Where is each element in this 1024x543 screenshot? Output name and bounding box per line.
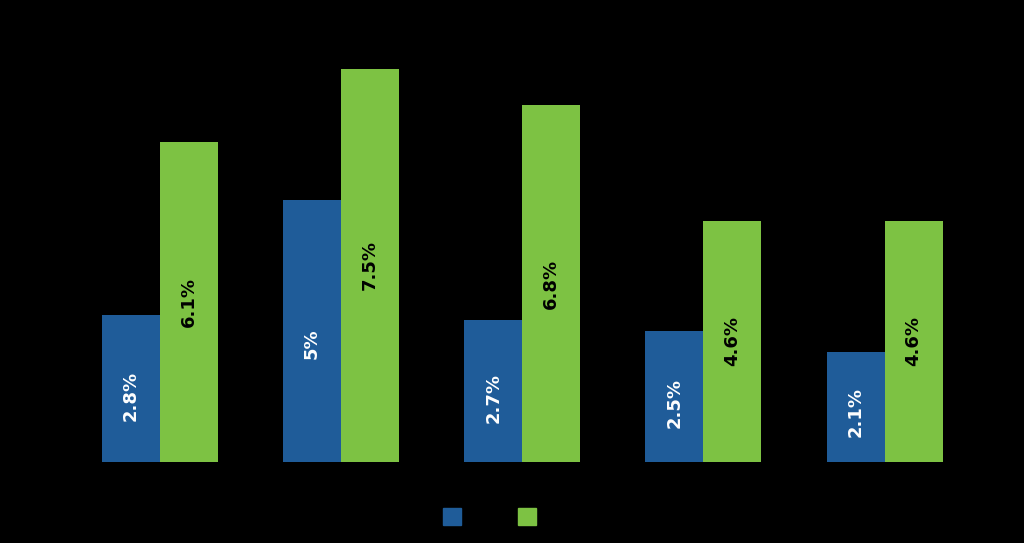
Text: 2.5%: 2.5% bbox=[666, 377, 683, 428]
Text: 7.5%: 7.5% bbox=[361, 240, 379, 290]
Bar bbox=[645, 331, 703, 462]
Bar bbox=[703, 220, 762, 462]
Text: 2.8%: 2.8% bbox=[122, 370, 140, 421]
Bar bbox=[102, 315, 160, 462]
Text: 4.6%: 4.6% bbox=[723, 316, 741, 366]
Text: 6.1%: 6.1% bbox=[180, 277, 198, 327]
Bar bbox=[522, 105, 581, 462]
Text: 2.7%: 2.7% bbox=[484, 373, 502, 423]
Legend: 2022, 2023: 2022, 2023 bbox=[438, 503, 586, 530]
Bar bbox=[826, 351, 885, 462]
Bar bbox=[160, 142, 218, 462]
Text: 5%: 5% bbox=[303, 329, 322, 359]
Bar bbox=[283, 200, 341, 462]
Text: 6.8%: 6.8% bbox=[543, 258, 560, 308]
Bar bbox=[885, 220, 942, 462]
Bar bbox=[341, 68, 399, 462]
Text: 4.6%: 4.6% bbox=[904, 316, 923, 366]
Bar bbox=[464, 320, 522, 462]
Text: 2.1%: 2.1% bbox=[847, 387, 864, 437]
